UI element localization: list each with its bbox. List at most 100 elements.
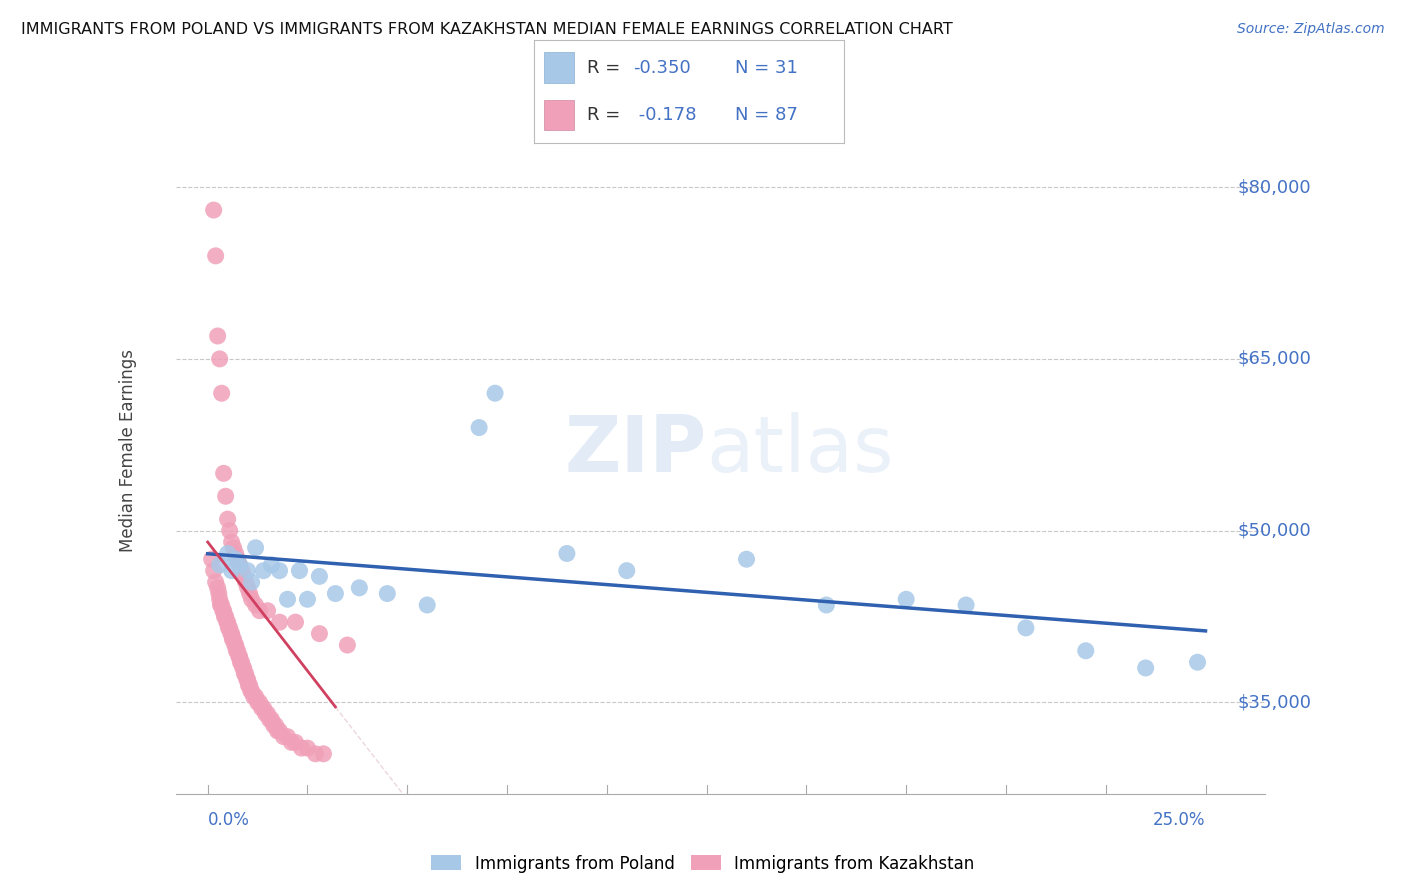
Point <box>249 695 271 709</box>
Point <box>222 632 245 647</box>
Text: R =: R = <box>586 106 626 124</box>
Point <box>252 701 274 715</box>
Point <box>259 713 281 727</box>
Point <box>297 592 319 607</box>
Point <box>207 329 229 343</box>
Text: $35,000: $35,000 <box>1237 693 1312 711</box>
Point <box>207 581 229 595</box>
Point <box>266 723 288 738</box>
Point <box>269 615 291 630</box>
Point <box>222 541 245 555</box>
Point <box>221 564 243 578</box>
Point <box>236 673 259 687</box>
Text: -0.178: -0.178 <box>633 106 697 124</box>
Point <box>231 564 253 578</box>
Point <box>284 735 307 749</box>
Point <box>416 598 439 612</box>
Point <box>308 569 330 583</box>
Point <box>217 615 239 630</box>
Text: N = 87: N = 87 <box>735 106 799 124</box>
Point <box>225 644 247 658</box>
Text: $65,000: $65,000 <box>1237 350 1312 368</box>
Point <box>284 615 307 630</box>
Point <box>280 735 302 749</box>
Point <box>238 678 260 692</box>
Point <box>288 564 311 578</box>
Point <box>260 558 283 572</box>
Point <box>214 609 236 624</box>
Point <box>231 655 253 669</box>
Point <box>239 678 262 692</box>
Point <box>228 558 250 572</box>
Point <box>239 684 262 698</box>
Point <box>375 586 398 600</box>
Point <box>228 558 250 572</box>
Point <box>240 684 263 698</box>
Point <box>208 558 231 572</box>
Point <box>252 564 274 578</box>
Text: R =: R = <box>586 59 626 77</box>
Point <box>208 586 231 600</box>
Point <box>242 690 264 704</box>
Legend: Immigrants from Poland, Immigrants from Kazakhstan: Immigrants from Poland, Immigrants from … <box>425 848 981 880</box>
Point <box>349 581 371 595</box>
Point <box>235 666 257 681</box>
Bar <box>544 53 575 83</box>
Point <box>233 666 256 681</box>
Point <box>1135 661 1157 675</box>
Point <box>269 723 291 738</box>
Point <box>211 604 233 618</box>
Point <box>221 535 243 549</box>
Point <box>209 598 232 612</box>
Bar <box>544 100 575 130</box>
Point <box>224 638 246 652</box>
Point <box>297 741 319 756</box>
Point <box>616 564 638 578</box>
Point <box>204 575 226 590</box>
Point <box>226 644 249 658</box>
Point <box>226 552 249 566</box>
Point <box>325 586 347 600</box>
Point <box>236 581 259 595</box>
Text: 0.0%: 0.0% <box>208 811 249 829</box>
Point <box>235 575 257 590</box>
Point <box>218 621 240 635</box>
Point <box>264 718 287 732</box>
Point <box>228 649 250 664</box>
Point <box>204 249 226 263</box>
Point <box>555 546 578 561</box>
Point <box>232 661 254 675</box>
Point <box>896 592 918 607</box>
Point <box>214 609 236 624</box>
Point <box>212 467 235 481</box>
Point <box>221 632 243 647</box>
Point <box>269 564 291 578</box>
Point <box>201 552 224 566</box>
Point <box>245 598 267 612</box>
Point <box>246 695 269 709</box>
Text: ZIP: ZIP <box>564 412 707 489</box>
Point <box>221 626 243 640</box>
Point <box>212 604 235 618</box>
Point <box>256 604 278 618</box>
Point <box>225 546 247 561</box>
Point <box>245 541 267 555</box>
Point <box>202 564 225 578</box>
Point <box>290 741 312 756</box>
Point <box>260 713 283 727</box>
Text: atlas: atlas <box>707 412 894 489</box>
Point <box>256 706 278 721</box>
Point <box>232 661 254 675</box>
Point <box>240 592 263 607</box>
Point <box>208 592 231 607</box>
Text: -0.350: -0.350 <box>633 59 690 77</box>
Point <box>240 575 263 590</box>
Point <box>239 586 262 600</box>
Point <box>263 718 285 732</box>
Point <box>211 386 233 401</box>
Point <box>215 615 238 630</box>
Point <box>219 626 242 640</box>
Point <box>214 489 236 503</box>
Point <box>229 655 252 669</box>
Text: Median Female Earnings: Median Female Earnings <box>120 349 136 552</box>
